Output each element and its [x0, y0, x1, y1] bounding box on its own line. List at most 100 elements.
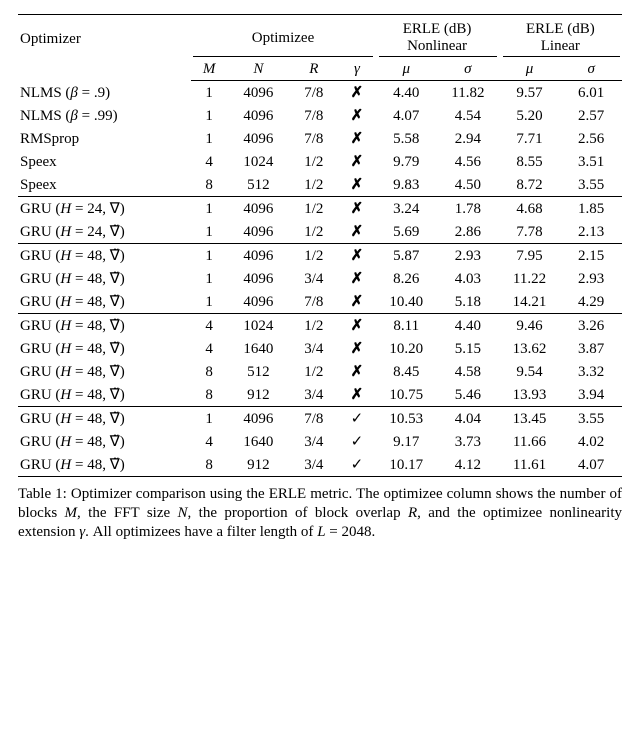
cell-mu-nl: 9.17 — [375, 430, 437, 453]
cell-optimizer: GRU (H = 48, ∇̃) — [18, 244, 191, 268]
cell-mu-nl: 5.87 — [375, 244, 437, 268]
cell-M: 1 — [191, 244, 228, 268]
cell-N: 4096 — [228, 197, 290, 221]
cell-sigma-nl: 5.15 — [437, 337, 499, 360]
cell-mu-nl: 9.83 — [375, 173, 437, 197]
check-icon: ✓ — [351, 456, 364, 473]
cell-gamma: ✗ — [338, 360, 375, 383]
table-row: GRU (H = 48, ∇̃)89123/4✓10.174.1211.614.… — [18, 453, 622, 477]
erle-nonlinear-l1: ERLE (dB) — [403, 21, 472, 37]
cell-N: 4096 — [228, 290, 290, 314]
cell-mu-nl: 8.45 — [375, 360, 437, 383]
cell-mu-nl: 8.26 — [375, 267, 437, 290]
cell-mu-l: 14.21 — [499, 290, 561, 314]
cell-gamma: ✗ — [338, 337, 375, 360]
cell-mu-l: 8.72 — [499, 173, 561, 197]
cell-mu-l: 7.95 — [499, 244, 561, 268]
cell-M: 4 — [191, 430, 228, 453]
x-icon: ✗ — [351, 130, 364, 147]
cell-gamma: ✗ — [338, 314, 375, 338]
col-optimizer: Optimizer — [18, 15, 191, 60]
cell-mu-nl: 4.07 — [375, 104, 437, 127]
cell-M: 4 — [191, 314, 228, 338]
table-caption: Table 1: Optimizer comparison using the … — [18, 477, 622, 543]
table-row: GRU (H = 48, ∇̃)416403/4✓9.173.7311.664.… — [18, 430, 622, 453]
cell-mu-nl: 5.58 — [375, 127, 437, 150]
table-row: GRU (H = 48, ∇̃)140967/8✗10.405.1814.214… — [18, 290, 622, 314]
cell-gamma: ✗ — [338, 244, 375, 268]
cell-optimizer: Speex — [18, 150, 191, 173]
cell-sigma-l: 3.55 — [560, 407, 622, 431]
cell-mu-l: 8.55 — [499, 150, 561, 173]
table-row: GRU (H = 48, ∇̃)140961/2✗5.872.937.952.1… — [18, 244, 622, 268]
table-row: GRU (H = 24, ∇)140961/2✗3.241.784.681.85 — [18, 197, 622, 221]
cell-optimizer: NLMS (β = .9) — [18, 81, 191, 105]
cell-sigma-nl: 2.86 — [437, 220, 499, 244]
cell-optimizer: GRU (H = 48, ∇̃) — [18, 383, 191, 407]
cell-sigma-l: 4.02 — [560, 430, 622, 453]
cell-sigma-l: 3.87 — [560, 337, 622, 360]
cell-M: 8 — [191, 360, 228, 383]
cell-optimizer: GRU (H = 48, ∇̃) — [18, 407, 191, 431]
cell-R: 3/4 — [289, 337, 338, 360]
cell-gamma: ✗ — [338, 267, 375, 290]
cell-mu-l: 5.20 — [499, 104, 561, 127]
cell-M: 1 — [191, 267, 228, 290]
cell-sigma-nl: 4.56 — [437, 150, 499, 173]
cell-sigma-l: 3.55 — [560, 173, 622, 197]
cell-gamma: ✗ — [338, 290, 375, 314]
cell-sigma-nl: 2.93 — [437, 244, 499, 268]
cell-gamma: ✗ — [338, 127, 375, 150]
cell-sigma-nl: 4.58 — [437, 360, 499, 383]
cell-optimizer: GRU (H = 48, ∇̃) — [18, 267, 191, 290]
x-icon: ✗ — [351, 317, 364, 334]
cell-N: 1024 — [228, 314, 290, 338]
table-row: Speex410241/2✗9.794.568.553.51 — [18, 150, 622, 173]
subcol-mu-l: μ — [499, 59, 561, 81]
cell-optimizer: GRU (H = 24, ∇) — [18, 197, 191, 221]
cell-mu-l: 7.78 — [499, 220, 561, 244]
cell-optimizer: GRU (H = 48, ∇̃) — [18, 360, 191, 383]
cell-sigma-l: 3.51 — [560, 150, 622, 173]
cell-R: 7/8 — [289, 81, 338, 105]
subcol-N: N — [228, 59, 290, 81]
table-row: GRU (H = 48, ∇̃)140963/4✗8.264.0311.222.… — [18, 267, 622, 290]
table-row: Speex85121/2✗9.834.508.723.55 — [18, 173, 622, 197]
cell-sigma-nl: 4.40 — [437, 314, 499, 338]
cell-sigma-nl: 3.73 — [437, 430, 499, 453]
cell-N: 1640 — [228, 430, 290, 453]
cell-R: 3/4 — [289, 430, 338, 453]
cell-mu-nl: 10.75 — [375, 383, 437, 407]
cell-R: 7/8 — [289, 407, 338, 431]
cell-sigma-l: 1.85 — [560, 197, 622, 221]
col-optimizee: Optimizee — [191, 15, 376, 57]
cell-M: 1 — [191, 197, 228, 221]
table-row: GRU (H = 48, ∇̃)140967/8✓10.534.0413.453… — [18, 407, 622, 431]
subcol-gamma: γ — [338, 59, 375, 81]
cell-sigma-nl: 5.46 — [437, 383, 499, 407]
cell-mu-nl: 10.20 — [375, 337, 437, 360]
cell-mu-nl: 10.53 — [375, 407, 437, 431]
x-icon: ✗ — [351, 363, 364, 380]
cell-gamma: ✓ — [338, 407, 375, 431]
cell-mu-l: 13.93 — [499, 383, 561, 407]
cell-N: 4096 — [228, 267, 290, 290]
cell-M: 1 — [191, 81, 228, 105]
table-row: NLMS (β = .99)140967/8✗4.074.545.202.57 — [18, 104, 622, 127]
cell-sigma-l: 3.26 — [560, 314, 622, 338]
table-row: GRU (H = 48, ∇̃)85121/2✗8.454.589.543.32 — [18, 360, 622, 383]
cell-N: 1640 — [228, 337, 290, 360]
cell-sigma-l: 3.94 — [560, 383, 622, 407]
cell-optimizer: GRU (H = 48, ∇̃) — [18, 337, 191, 360]
table-row: GRU (H = 48, ∇̃)410241/2✗8.114.409.463.2… — [18, 314, 622, 338]
x-icon: ✗ — [351, 153, 364, 170]
cell-mu-l: 7.71 — [499, 127, 561, 150]
cell-M: 4 — [191, 150, 228, 173]
col-erle-nonlinear: ERLE (dB) Nonlinear — [375, 15, 498, 57]
cell-gamma: ✗ — [338, 81, 375, 105]
cell-sigma-l: 4.07 — [560, 453, 622, 477]
cell-M: 1 — [191, 290, 228, 314]
cell-optimizer: GRU (H = 48, ∇̃) — [18, 314, 191, 338]
cell-optimizer: GRU (H = 48, ∇̃) — [18, 290, 191, 314]
cell-gamma: ✗ — [338, 197, 375, 221]
